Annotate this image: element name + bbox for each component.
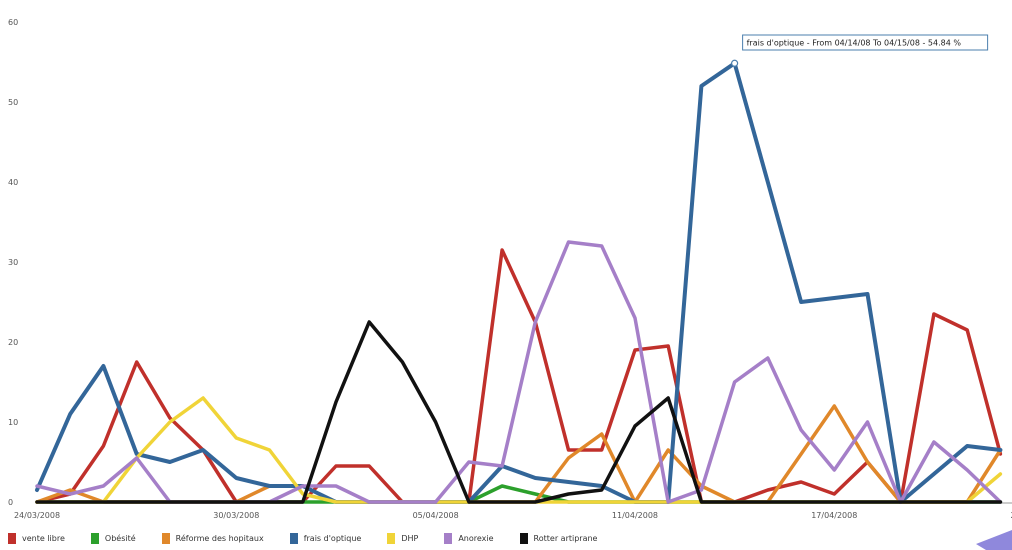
x-tick-label: 17/04/2008	[811, 511, 857, 520]
x-axis-ticks: 24/03/2008 30/03/2008 05/04/2008 11/04/2008…	[14, 511, 1012, 520]
tooltip-text: frais d'optique - From 04/14/08 To 04/15…	[747, 39, 962, 48]
y-tick-label: 60	[8, 18, 18, 27]
x-tick-label: 05/04/2008	[413, 511, 459, 520]
series-line	[35, 248, 1003, 504]
legend-label: DHP	[401, 533, 419, 543]
x-tick-label: 24/03/2008	[14, 511, 60, 520]
x-tick-label: 23/04/2008	[1011, 511, 1012, 520]
legend-swatch	[444, 532, 453, 544]
legend-item: vente libre	[8, 532, 65, 544]
y-axis-ticks: 0 10 20 30 40 50 60	[8, 18, 18, 507]
legend-swatch	[8, 532, 16, 544]
series-line	[35, 61, 1003, 504]
legend-label: Rotter artiprane	[533, 533, 598, 543]
series-line	[35, 240, 1003, 504]
x-tick-label: 30/03/2008	[213, 511, 259, 520]
y-tick-label: 10	[8, 418, 18, 427]
legend-item: DHP	[387, 532, 419, 544]
legend-label: vente libre	[22, 533, 65, 543]
legend-swatch	[161, 532, 170, 544]
legend-item: Rotter artiprane	[519, 532, 598, 544]
chart-legend: vente libre Obésité Réforme des hopitaux fr…	[8, 530, 623, 546]
legend-item: Anorexie	[444, 532, 494, 544]
tooltip-point-marker	[731, 59, 739, 67]
legend-label: Réforme des hopitaux	[175, 533, 264, 543]
series-line	[35, 484, 1003, 504]
series-line	[35, 404, 1003, 504]
legend-swatch	[387, 532, 396, 544]
legend-label: Obésité	[104, 533, 136, 543]
y-tick-label: 40	[8, 178, 18, 187]
legend-swatch	[289, 532, 298, 544]
legend-swatch	[519, 532, 528, 544]
x-tick-label: 11/04/2008	[612, 511, 658, 520]
tooltip-box	[742, 34, 989, 51]
y-tick-label: 0	[8, 498, 13, 507]
series-line	[35, 320, 1003, 504]
y-tick-label: 20	[8, 338, 18, 347]
series-lines	[35, 61, 1003, 504]
legend-swatch	[90, 532, 99, 544]
legend-item: frais d'optique	[289, 532, 362, 544]
legend-item: Réforme des hopitaux	[161, 532, 264, 544]
y-tick-label: 50	[8, 98, 18, 107]
y-tick-label: 30	[8, 258, 18, 267]
legend-label: frais d'optique	[303, 533, 362, 543]
legend-label: Anorexie	[458, 533, 494, 543]
arrow-icon[interactable]	[972, 520, 1012, 550]
series-line	[35, 396, 1003, 504]
data-tooltip: frais d'optique - From 04/14/08 To 04/15…	[731, 34, 989, 67]
legend-item: Obésité	[90, 532, 136, 544]
